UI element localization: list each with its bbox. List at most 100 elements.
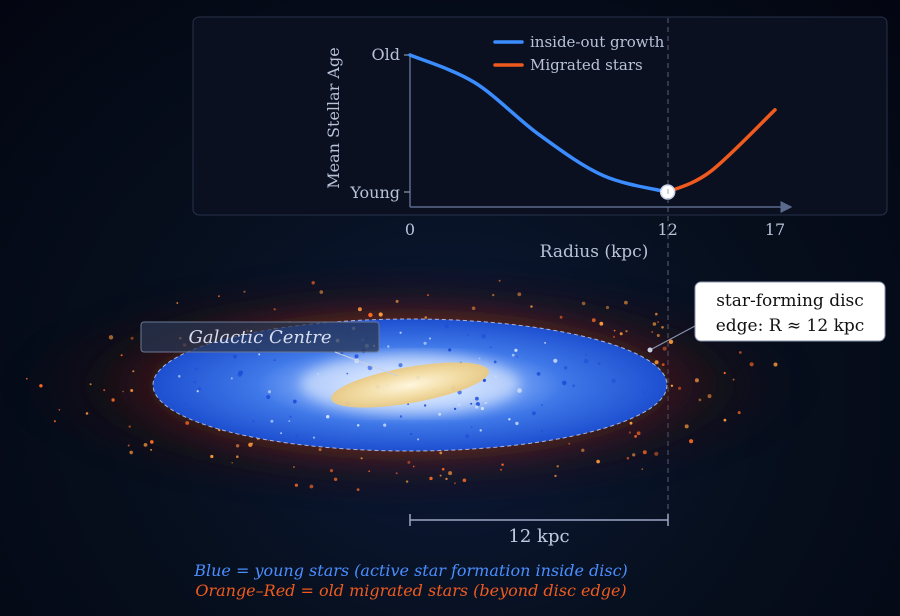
y-tick-label-old: Old [372, 45, 400, 64]
migrated-star [311, 281, 315, 285]
young-star [399, 415, 403, 418]
migrated-star [235, 444, 240, 448]
migrated-star [654, 360, 659, 365]
migrated-star [150, 440, 154, 444]
young-star [611, 378, 616, 384]
migrated-star [634, 435, 637, 438]
migrated-star [554, 474, 557, 478]
migrated-star [596, 459, 600, 464]
disc-edge-callout: star-forming disc edge: R ≈ 12 kpc [647, 281, 886, 353]
young-star [273, 359, 276, 362]
migrated-star [568, 442, 571, 445]
migrated-star [111, 398, 115, 402]
legend-label-inside-out-growth: inside-out growth [530, 33, 665, 51]
young-star [230, 377, 233, 380]
migrated-star [678, 386, 682, 390]
galactic-centre-label-box [140, 321, 380, 353]
migrated-star [773, 362, 778, 367]
migrated-star [581, 448, 585, 452]
migrated-star [85, 412, 89, 415]
migrated-star [129, 450, 133, 455]
young-star [268, 390, 271, 394]
migrated-star [656, 334, 660, 337]
migrated-star [39, 384, 43, 388]
young-star [597, 362, 601, 365]
x-axis-label: Radius (kpc) [540, 242, 649, 262]
migrated-star [662, 346, 667, 351]
migrated-star [723, 371, 726, 375]
series-migrated-stars-line [665, 108, 777, 194]
migrated-star [698, 398, 702, 402]
young-star [326, 415, 330, 419]
migrated-star [26, 377, 28, 380]
migrated-star [626, 456, 630, 460]
young-star [423, 404, 427, 407]
young-star [292, 399, 297, 404]
young-star [470, 402, 473, 405]
chart-legend: inside-out growth Migrated stars [493, 33, 665, 74]
young-star [643, 391, 645, 394]
migrated-star [556, 465, 559, 468]
young-star [346, 372, 349, 375]
scale-bar: 12 kpc [409, 514, 669, 547]
migrated-star [368, 312, 373, 318]
migrated-star [732, 378, 735, 381]
migrated-star [356, 488, 360, 491]
migrated-star [120, 354, 123, 357]
young-star [572, 384, 576, 388]
migrated-star [150, 448, 153, 451]
migrated-star [243, 290, 246, 293]
young-star [493, 360, 497, 364]
migrated-star [395, 299, 399, 303]
migrated-star [132, 370, 135, 373]
young-star [480, 406, 484, 411]
young-star [494, 375, 497, 378]
migrated-star [605, 305, 610, 310]
young-star [288, 420, 291, 422]
migrated-star [236, 455, 239, 459]
young-star [453, 407, 457, 411]
migrated-star [293, 466, 295, 468]
young-star [478, 357, 481, 360]
young-star [562, 380, 567, 386]
young-star [481, 334, 487, 339]
y-tick-label-young: Young [349, 183, 400, 202]
migrated-star [668, 339, 674, 344]
migrated-star [427, 294, 429, 297]
young-star [563, 366, 568, 370]
young-star [479, 429, 482, 432]
migrated-star [405, 480, 409, 483]
young-star [367, 365, 373, 371]
young-star [514, 348, 518, 352]
migrated-star [654, 451, 659, 456]
young-star [252, 420, 255, 423]
disc-edge-pointer [649, 325, 696, 351]
young-star [233, 354, 237, 359]
series-inside-out-growth-line [408, 53, 670, 194]
young-star [516, 355, 518, 358]
migrated-star [591, 318, 596, 323]
young-star [185, 402, 188, 405]
young-star [407, 403, 409, 405]
migrated-star [103, 389, 106, 392]
migrated-star [108, 335, 114, 340]
migrated-star [501, 463, 504, 466]
young-star [178, 375, 181, 378]
young-star [484, 401, 488, 405]
disc-edge-label-box [694, 281, 886, 342]
migrated-star [309, 484, 314, 489]
migrated-star [448, 471, 453, 476]
migrated-star [636, 431, 641, 436]
migrated-star [318, 448, 322, 452]
young-star [398, 363, 403, 368]
migrated-star [559, 315, 563, 319]
migrated-star [368, 470, 371, 473]
migrated-star [657, 321, 659, 323]
migrated-star [53, 420, 57, 423]
young-star [356, 424, 360, 427]
young-star [270, 419, 274, 423]
young-star [475, 396, 479, 401]
young-star [489, 346, 492, 349]
young-star [585, 353, 587, 356]
young-star [295, 434, 299, 438]
